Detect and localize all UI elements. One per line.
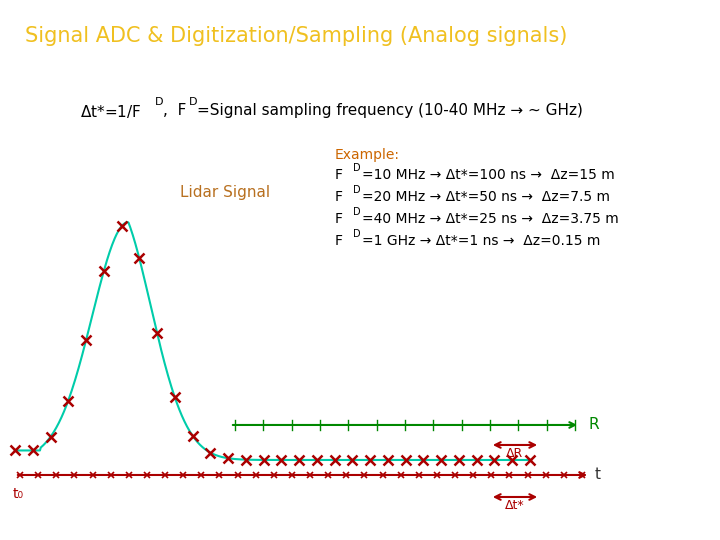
Text: Lidar Signal: Lidar Signal (180, 185, 270, 200)
Text: =10 MHz → Δt*=100 ns →  Δz=15 m: =10 MHz → Δt*=100 ns → Δz=15 m (362, 168, 615, 182)
Text: ΔR: ΔR (506, 447, 523, 460)
Text: D: D (155, 97, 163, 107)
Text: D: D (353, 207, 361, 217)
Text: F: F (335, 212, 343, 226)
Text: D: D (353, 229, 361, 239)
Text: D: D (189, 97, 197, 107)
Text: Δt*: Δt* (505, 499, 525, 512)
Text: F: F (335, 168, 343, 182)
Text: Signal ADC & Digitization/Sampling (Analog signals): Signal ADC & Digitization/Sampling (Anal… (25, 26, 567, 46)
Text: $\Delta$t*=1/F: $\Delta$t*=1/F (80, 103, 142, 120)
Text: =40 MHz → Δt*=25 ns →  Δz=3.75 m: =40 MHz → Δt*=25 ns → Δz=3.75 m (362, 212, 618, 226)
Text: F: F (335, 190, 343, 204)
Text: =Signal sampling frequency (10-40 MHz → ~ GHz): =Signal sampling frequency (10-40 MHz → … (197, 103, 583, 118)
Text: Example:: Example: (335, 148, 400, 162)
Text: ,  F: , F (163, 103, 186, 118)
Text: t₀: t₀ (13, 487, 24, 501)
Text: =1 GHz → Δt*=1 ns →  Δz=0.15 m: =1 GHz → Δt*=1 ns → Δz=0.15 m (362, 234, 600, 248)
Text: =20 MHz → Δt*=50 ns →  Δz=7.5 m: =20 MHz → Δt*=50 ns → Δz=7.5 m (362, 190, 610, 204)
Text: D: D (353, 163, 361, 173)
Text: F: F (335, 234, 343, 248)
Text: t: t (595, 468, 601, 482)
Text: D: D (353, 185, 361, 195)
Text: R: R (588, 417, 598, 433)
